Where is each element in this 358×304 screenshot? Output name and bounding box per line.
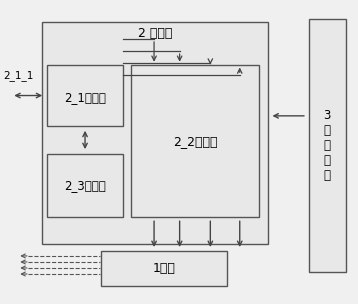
- Bar: [47, 154, 123, 217]
- Text: 2_3传感器: 2_3传感器: [64, 179, 106, 192]
- Text: 2_2驱动器: 2_2驱动器: [173, 135, 217, 148]
- Bar: [309, 19, 346, 272]
- Text: 3
电
源
模
块: 3 电 源 模 块: [323, 109, 331, 182]
- Text: 1灯板: 1灯板: [152, 262, 175, 275]
- Text: 2_1单片机: 2_1单片机: [64, 91, 106, 104]
- Bar: [47, 65, 123, 126]
- Bar: [42, 22, 268, 244]
- Bar: [101, 251, 227, 286]
- Text: 2_1_1: 2_1_1: [3, 70, 34, 81]
- Text: 2 控制器: 2 控制器: [138, 26, 172, 40]
- Bar: [131, 65, 259, 217]
